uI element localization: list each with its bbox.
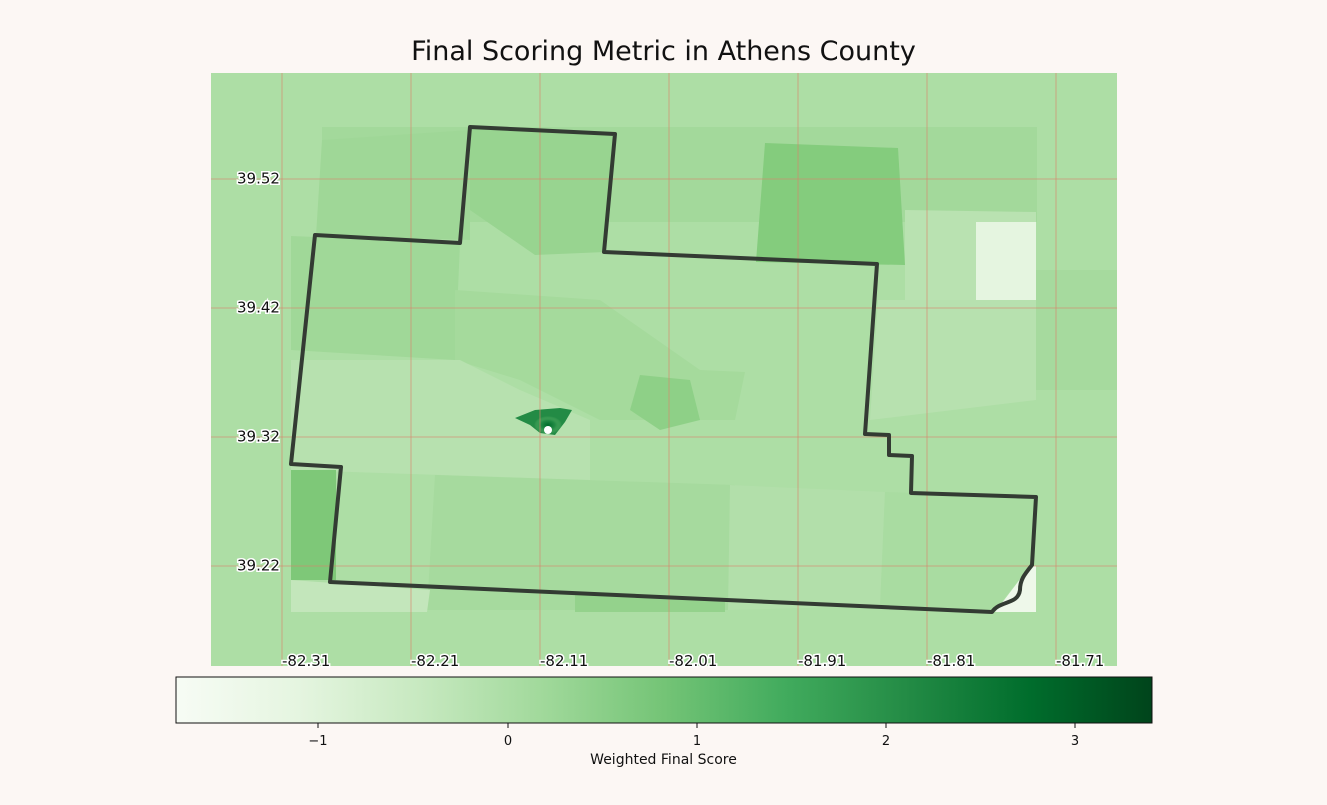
tract-south-right: [728, 485, 885, 610]
tract-south-center: [427, 475, 735, 610]
tract-east-lightest: [976, 222, 1036, 306]
tract-far-east: [1036, 270, 1117, 390]
lon-tick-labels: -82.31 -82.21 -82.11 -82.01 -81.91 -81.8…: [281, 651, 1106, 672]
county-outline: [289, 125, 1038, 614]
lon-tick-label: -81.81: [927, 652, 975, 670]
lon-tick-label: -82.21: [411, 652, 459, 670]
lon-tick-label: -81.91: [798, 652, 846, 670]
colorbar-tick-label: 2: [882, 734, 890, 749]
tract-center-dark: [630, 375, 700, 430]
map-title: Final Scoring Metric in Athens County: [411, 36, 916, 67]
tract-southeast-corner: [995, 566, 1036, 612]
colorbar-tick-label: 3: [1071, 734, 1079, 749]
tract-west-upper: [291, 236, 460, 360]
urban-hotspot-center: [544, 426, 552, 434]
tract-southeast: [880, 492, 1036, 612]
gridlines: [211, 73, 1117, 666]
lat-tick-label: 39.32: [237, 428, 280, 446]
colorbar-label: Weighted Final Score: [590, 752, 737, 768]
lon-tick-label: -82.01: [669, 652, 717, 670]
colorbar-tick-label: 1: [693, 734, 701, 749]
lat-tick-label: 39.42: [237, 299, 280, 317]
urban-hotspot-core: [534, 416, 562, 434]
colorbar-gradient: [175, 676, 1153, 724]
tract-north-center: [470, 127, 615, 255]
tract-east-mid: [870, 300, 1036, 420]
tract-northwest: [316, 130, 470, 240]
tract-southwest-strip: [291, 580, 430, 612]
raster-layer: [211, 73, 1117, 666]
lat-tick-label: 39.22: [237, 557, 280, 575]
colorbar: −1 0 1 2 3: [175, 676, 1153, 749]
tract-southwest-dark: [291, 470, 336, 580]
colorbar-ticks: −1 0 1 2 3: [308, 723, 1079, 749]
lat-tick-label: 39.52: [237, 170, 280, 188]
tract-west-light: [291, 360, 590, 480]
lon-tick-label: -82.31: [282, 652, 330, 670]
colorbar-tick-label: −1: [308, 734, 327, 749]
lon-tick-label: -81.71: [1056, 652, 1104, 670]
colorbar-tick-label: 0: [504, 734, 512, 749]
tract-northeast-dark: [756, 143, 905, 265]
lon-tick-label: -82.11: [540, 652, 588, 670]
lat-tick-labels: 39.52 39.42 39.32 39.22: [236, 168, 282, 576]
